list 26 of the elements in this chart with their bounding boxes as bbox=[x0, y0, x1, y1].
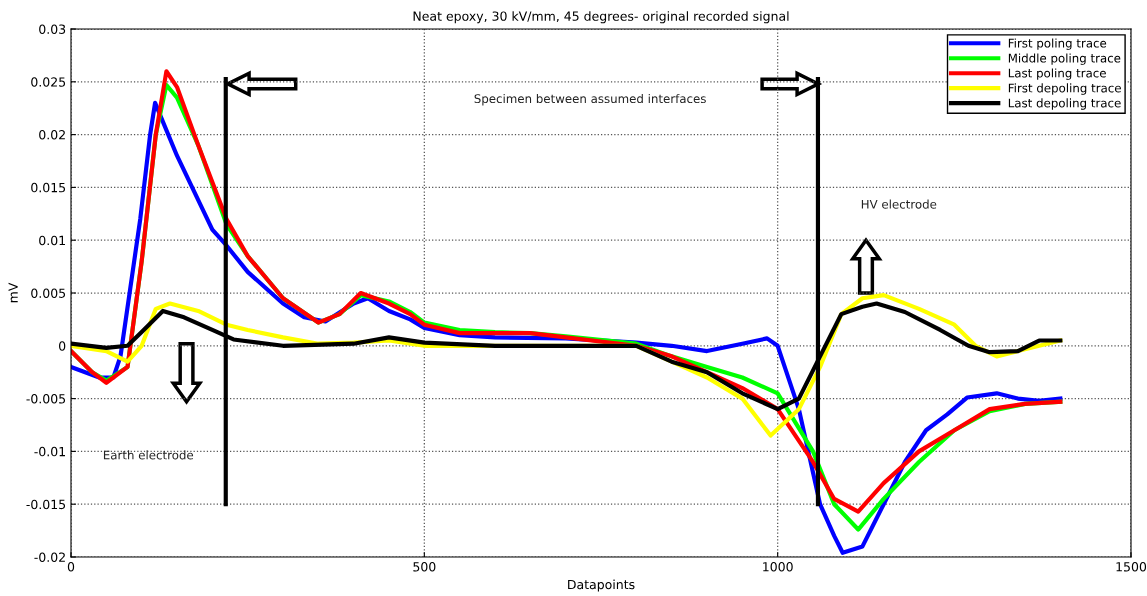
chart-title: Neat epoxy, 30 kV/mm, 45 degrees- original recorded signal bbox=[413, 11, 789, 24]
legend-label: First poling trace bbox=[1008, 38, 1107, 50]
y-tick-label: 0 bbox=[59, 341, 66, 351]
y-tick-label: -0.02 bbox=[34, 552, 65, 562]
y-tick-label: 0.03 bbox=[39, 24, 66, 34]
y-tick-label: -0.015 bbox=[26, 499, 66, 510]
legend-label: First depoling trace bbox=[1008, 83, 1121, 95]
y-tick-label: 0.025 bbox=[31, 77, 66, 87]
y-axis-title: mV bbox=[8, 282, 18, 303]
annotation: Specimen between assumed interfaces bbox=[474, 93, 706, 106]
y-tick-label: 0.005 bbox=[31, 288, 66, 298]
annotation: Earth electrode bbox=[103, 450, 194, 460]
x-tick-label: 1500 bbox=[1116, 562, 1147, 572]
y-tick-label: 0.02 bbox=[39, 130, 65, 140]
y-tick-label: -0.005 bbox=[26, 394, 66, 404]
x-axis-title: Datapoints bbox=[568, 579, 635, 592]
annotation: HV electrode bbox=[861, 199, 937, 209]
y-tick-label: 0.01 bbox=[39, 235, 65, 246]
y-tick-label: -0.01 bbox=[34, 446, 65, 457]
x-tick-label: 0 bbox=[67, 562, 75, 572]
x-tick-label: 500 bbox=[413, 562, 436, 572]
x-tick-label: 1000 bbox=[763, 562, 793, 572]
legend-label: Last poling trace bbox=[1008, 68, 1106, 80]
y-tick-label: 0.015 bbox=[31, 182, 66, 193]
legend-label: Last depoling trace bbox=[1008, 98, 1121, 110]
legend-label: Middle poling trace bbox=[1008, 53, 1121, 65]
